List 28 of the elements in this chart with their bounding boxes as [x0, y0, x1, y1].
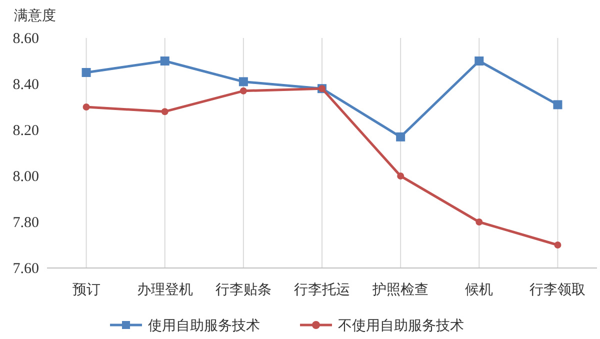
x-tick-label: 预订: [72, 282, 100, 298]
y-tick-label: 8.60: [12, 31, 39, 47]
legend-label: 使用自助服务技术: [148, 318, 260, 334]
x-tick-label: 办理登机: [136, 282, 193, 298]
point: [476, 218, 483, 226]
x-tick-label: 候机: [465, 282, 494, 298]
y-tick-label: 7.80: [12, 215, 39, 231]
point: [554, 242, 562, 248]
point: [161, 108, 168, 116]
point: [82, 68, 91, 77]
legend-label: 不使用自助服务技术: [338, 318, 464, 334]
point: [397, 172, 404, 180]
point: [396, 132, 406, 142]
point: [160, 56, 170, 66]
point: [238, 77, 248, 86]
y-tick-label: 8.40: [12, 77, 39, 93]
y-tick-label: 8.00: [12, 169, 39, 185]
y-tick-label: 8.20: [12, 123, 39, 139]
point: [240, 87, 247, 94]
x-tick-label: 行李贴条: [215, 282, 272, 298]
x-tick-label: 行李领取: [530, 282, 586, 298]
point: [82, 104, 90, 110]
point: [553, 100, 562, 110]
y-tick-label: 7.60: [12, 261, 39, 277]
y-axis-title: 满意度: [14, 8, 56, 24]
x-tick-label: 护照检查: [372, 282, 429, 298]
x-tick-label: 行李托运: [294, 282, 350, 298]
point: [474, 56, 484, 66]
